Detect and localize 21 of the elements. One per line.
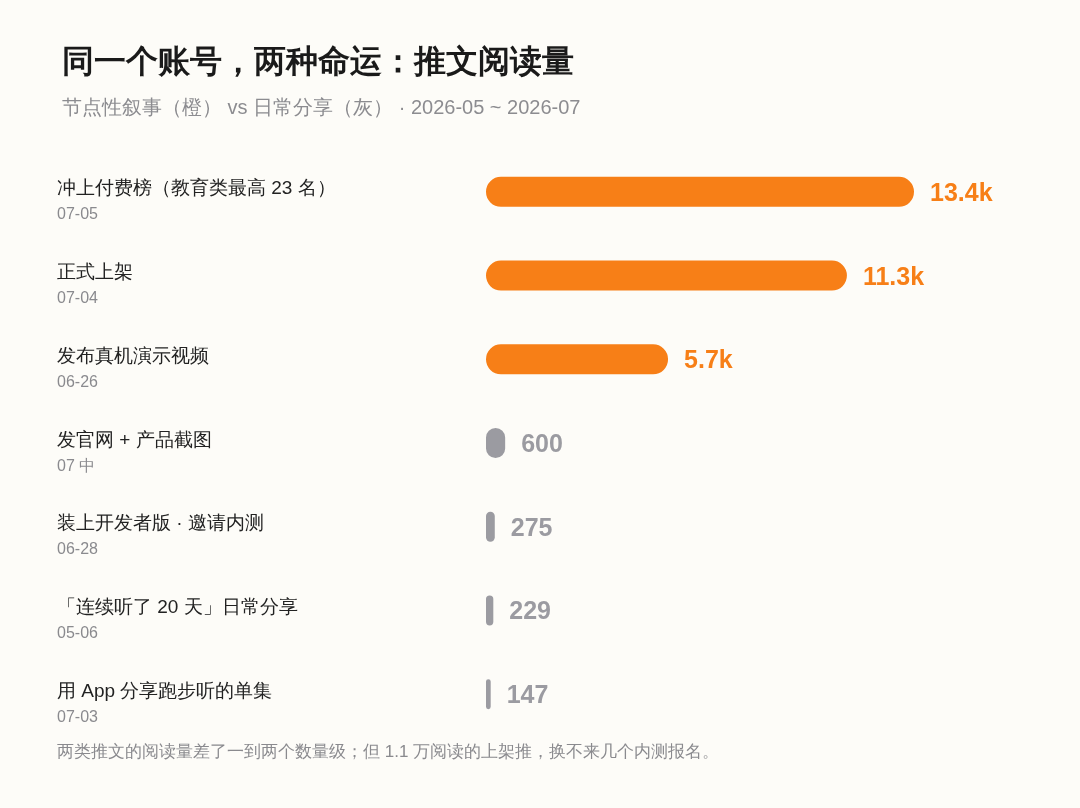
bar [486,260,847,291]
bar [486,679,491,710]
y-tick-label: 装上开发者版 · 邀请内测 06-28 [57,512,264,558]
data-label: 13.4k [930,177,993,206]
data-label: 147 [506,680,549,709]
data-label: 11.3k [862,261,925,290]
y-tick-label: 发布真机演示视频 06-26 [57,344,209,390]
text: 节点性叙事（橙） vs 日常分享（灰） · 2026-05 ~ 2026-07 [62,96,581,118]
data-label: 229 [509,596,552,625]
data-label: 600 [521,429,563,457]
bar [486,344,669,375]
data-label: 275 [510,512,553,541]
bar [486,176,914,207]
y-tick-label: 用 App 分享跑步听的单集 07-03 [57,679,273,725]
y-tick-label: 冲上付费榜（教育类最高 23 名） 07-05 [57,177,336,223]
y-tick-label: 发官网 + 产品截图 07 中 [57,428,212,474]
data-label: 5.7k [684,345,733,374]
annotation: 两类推文的阅读量差了一到两个数量级；但 1.1 万阅读的上架推，换不来几个内测报名。 [57,742,720,761]
y-tick-label: 正式上架 07-04 [57,261,133,307]
y-tick-label: 「连续听了 20 天」日常分享 05-06 [57,595,298,641]
chart-title: 同一个账号，两种命运：推文阅读量 [62,43,574,79]
